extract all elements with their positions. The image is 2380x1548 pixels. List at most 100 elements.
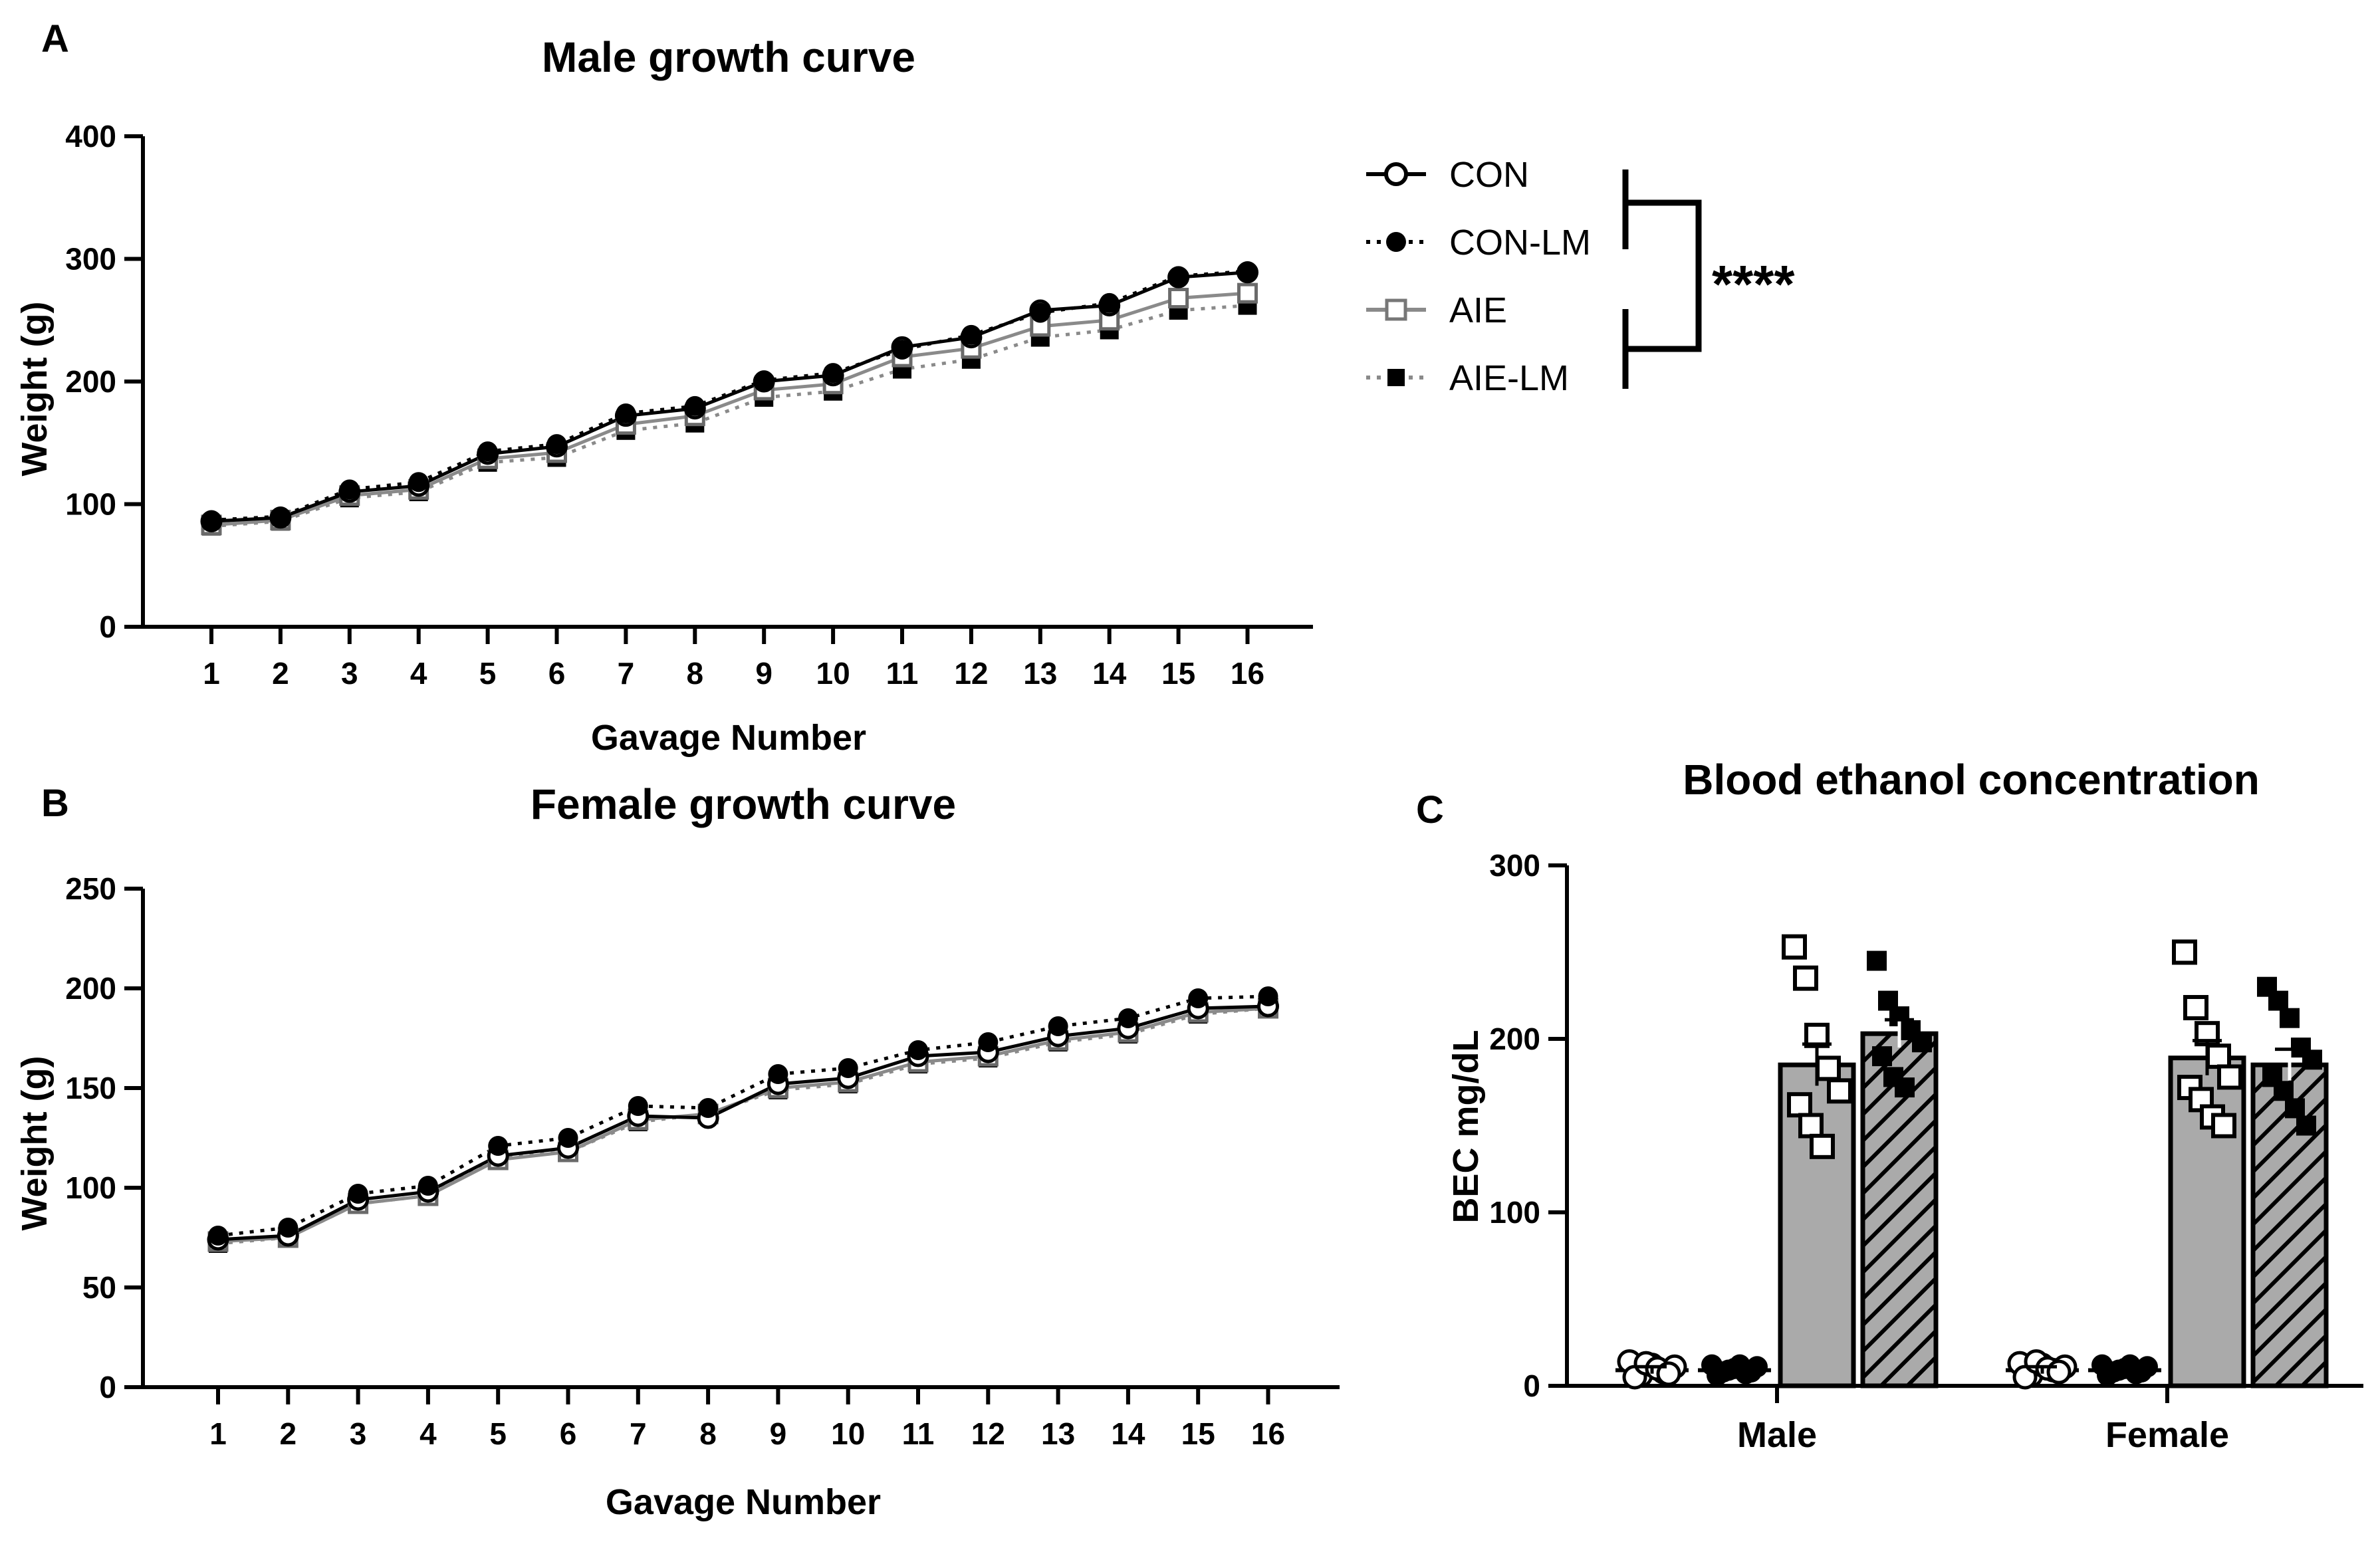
legend: CON CON-LM AIE AIE-LM **** bbox=[1366, 155, 1795, 398]
chart-b-ytick-label: 0 bbox=[99, 1370, 116, 1404]
chart-c-point-aie bbox=[1798, 1113, 1824, 1139]
chart-a-point-con-lm bbox=[1099, 292, 1120, 313]
panel-label-c: C bbox=[1416, 788, 1444, 831]
chart-b-point-con-lm bbox=[558, 1128, 578, 1148]
chart-b-point-con-lm bbox=[1118, 1008, 1138, 1028]
chart-a-xlabel: Gavage Number bbox=[591, 718, 866, 758]
chart-c-point-aie-lm bbox=[1895, 1077, 1915, 1098]
chart-b-point-con-lm bbox=[348, 1184, 368, 1204]
chart-c-point-aie-lm bbox=[2302, 1050, 2322, 1070]
chart-a-xtick-label: 14 bbox=[1092, 656, 1127, 691]
chart-a-series-line-con bbox=[211, 271, 1248, 523]
chart-a-xtick-label: 5 bbox=[479, 656, 497, 691]
chart-b-point-con-lm bbox=[208, 1226, 228, 1246]
chart-a-ytick-label: 200 bbox=[65, 364, 116, 399]
chart-c-category-label: Female bbox=[2105, 1415, 2229, 1455]
chart-c-ylabel: BEC mg/dL bbox=[1446, 1030, 1486, 1224]
legend-marker-con bbox=[1384, 162, 1408, 186]
chart-a-xtick-label: 16 bbox=[1231, 656, 1264, 691]
chart-b-point-con-lm bbox=[908, 1040, 928, 1060]
chart-b-xtick-label: 3 bbox=[350, 1416, 367, 1451]
chart-b-point-con-lm bbox=[698, 1098, 719, 1118]
chart-c-point-aie-lm bbox=[2296, 1115, 2316, 1136]
chart-a-xtick-label: 15 bbox=[1161, 656, 1195, 691]
chart-a-xtick-label: 9 bbox=[755, 656, 773, 691]
chart-c-point-aie bbox=[1827, 1078, 1852, 1104]
chart-b-xtick-label: 8 bbox=[699, 1416, 717, 1451]
chart-b-series-line-aie bbox=[217, 1006, 1268, 1244]
chart-a-point-con-lm bbox=[685, 395, 705, 416]
chart-b-point-con-lm bbox=[488, 1136, 509, 1156]
chart-b-xtick-label: 12 bbox=[971, 1416, 1005, 1451]
chart-a-title: Male growth curve bbox=[542, 33, 915, 81]
chart-b-point-con-lm bbox=[768, 1064, 788, 1084]
chart-a-xtick-label: 3 bbox=[341, 656, 358, 691]
chart-b-xtick-label: 6 bbox=[560, 1416, 577, 1451]
chart-a-point-con-lm bbox=[477, 441, 498, 462]
chart-a-xtick-label: 1 bbox=[203, 656, 220, 691]
legend-label-aie-lm: AIE-LM bbox=[1449, 358, 1569, 398]
chart-a-point-con-lm bbox=[201, 510, 221, 530]
chart-a-point-con-lm bbox=[892, 340, 912, 360]
chart-a-point-con-lm bbox=[1168, 266, 1189, 286]
chart-b-point-con-lm bbox=[628, 1096, 648, 1116]
chart-a-point-con-lm bbox=[823, 363, 844, 384]
chart-a-xtick-label: 13 bbox=[1023, 656, 1057, 691]
chart-b-point-con-lm bbox=[417, 1176, 438, 1196]
chart-a-point-aie bbox=[1168, 288, 1189, 309]
chart-c-point-aie bbox=[2206, 1044, 2231, 1069]
chart-a-xtick-label: 10 bbox=[816, 656, 850, 691]
chart-b-series-line-con bbox=[217, 1004, 1268, 1242]
chart-a-point-con-lm bbox=[754, 370, 774, 391]
chart-b-ytick-label: 200 bbox=[65, 971, 116, 1006]
chart-c-point-aie-lm bbox=[2280, 1008, 2300, 1028]
chart-b-ytick-label: 250 bbox=[65, 871, 116, 906]
legend-label-con: CON bbox=[1449, 155, 1529, 195]
significance-bracket bbox=[1622, 169, 1702, 389]
chart-c-point-aie-lm bbox=[1867, 950, 1887, 971]
legend-label-aie: AIE bbox=[1449, 290, 1507, 330]
chart-b-xtick-label: 9 bbox=[770, 1416, 787, 1451]
chart-a-point-con-lm bbox=[270, 506, 291, 526]
chart-b-xtick-label: 15 bbox=[1181, 1416, 1215, 1451]
chart-a-ytick-label: 400 bbox=[65, 119, 116, 154]
chart-a-point-con-lm bbox=[1030, 302, 1050, 323]
chart-c-ytick-label: 200 bbox=[1489, 1022, 1540, 1056]
chart-a-xtick-label: 7 bbox=[618, 656, 635, 691]
chart-b-ytick-label: 50 bbox=[82, 1270, 116, 1305]
chart-a-series-line-aie bbox=[211, 291, 1248, 527]
chart-a-ylabel: Weight (g) bbox=[15, 302, 55, 477]
chart-b-xtick-label: 14 bbox=[1111, 1416, 1145, 1451]
chart-b-title: Female growth curve bbox=[531, 780, 956, 828]
chart-c-point-aie bbox=[2172, 939, 2197, 965]
chart-b-xtick-label: 10 bbox=[831, 1416, 865, 1451]
chart-c-point-aie-lm bbox=[1872, 1046, 1892, 1067]
chart-a-point-con-lm bbox=[339, 479, 360, 500]
chart-b-xtick-label: 16 bbox=[1251, 1416, 1285, 1451]
chart-b-point-con-lm bbox=[278, 1218, 298, 1238]
chart-a-point-con-lm bbox=[1237, 261, 1258, 281]
chart-c-point-aie bbox=[1810, 1133, 1835, 1159]
chart-c-title: Blood ethanol concentration bbox=[1683, 756, 2260, 804]
chart-c-point-aie bbox=[1816, 1055, 1841, 1081]
chart-a-point-con-lm bbox=[616, 403, 636, 423]
chart-a-xtick-label: 12 bbox=[954, 656, 988, 691]
panel-label-a: A bbox=[41, 17, 69, 60]
legend-label-con-lm: CON-LM bbox=[1449, 223, 1591, 263]
chart-a-xtick-label: 4 bbox=[410, 656, 427, 691]
chart-b-xtick-label: 13 bbox=[1041, 1416, 1075, 1451]
chart-a-ytick-label: 300 bbox=[65, 242, 116, 276]
chart-a-point-con-lm bbox=[408, 472, 429, 493]
chart-b-xtick-label: 2 bbox=[280, 1416, 297, 1451]
chart-c-category-label: Male bbox=[1737, 1415, 1817, 1455]
chart-a-xtick-label: 2 bbox=[272, 656, 289, 691]
chart-c-ytick-label: 0 bbox=[1523, 1369, 1540, 1403]
chart-c-point-aie bbox=[1787, 1092, 1812, 1118]
chart-b-xtick-label: 4 bbox=[419, 1416, 437, 1451]
chart-c-ytick-label: 100 bbox=[1489, 1195, 1540, 1230]
chart-b-ytick-label: 100 bbox=[65, 1170, 116, 1205]
chart-b-point-con-lm bbox=[1258, 986, 1278, 1006]
